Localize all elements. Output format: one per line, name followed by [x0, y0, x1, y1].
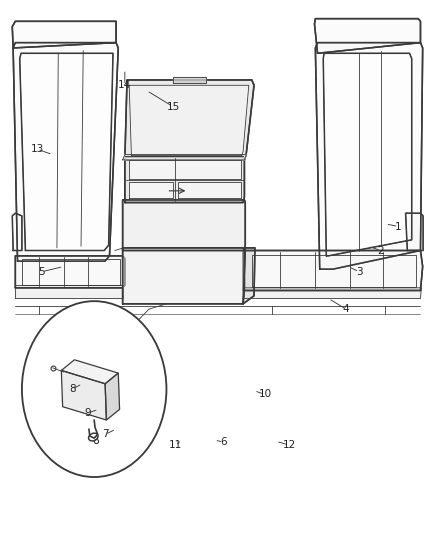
Text: 6: 6 [220, 438, 227, 447]
Polygon shape [20, 53, 113, 251]
Circle shape [22, 301, 166, 477]
Polygon shape [323, 53, 412, 256]
Polygon shape [315, 43, 423, 269]
Polygon shape [173, 77, 206, 83]
Polygon shape [314, 19, 420, 53]
Text: 8: 8 [69, 384, 76, 394]
Polygon shape [15, 256, 125, 288]
Polygon shape [123, 155, 246, 160]
Polygon shape [243, 288, 421, 298]
Polygon shape [243, 251, 423, 290]
Polygon shape [123, 200, 245, 251]
Polygon shape [61, 370, 106, 420]
Polygon shape [61, 360, 118, 384]
Polygon shape [123, 248, 244, 304]
Text: 3: 3 [356, 267, 363, 277]
Text: 7: 7 [102, 430, 109, 439]
Polygon shape [12, 213, 22, 251]
Text: 12: 12 [283, 440, 296, 450]
Polygon shape [125, 157, 244, 203]
Text: 10: 10 [258, 390, 272, 399]
Text: 2: 2 [378, 246, 385, 255]
Text: 1: 1 [395, 222, 402, 231]
Text: 5: 5 [38, 267, 45, 277]
Polygon shape [15, 285, 123, 298]
Polygon shape [129, 160, 241, 179]
Polygon shape [12, 21, 116, 48]
Polygon shape [105, 373, 120, 420]
Text: 11: 11 [169, 440, 182, 450]
Polygon shape [178, 182, 241, 198]
Polygon shape [129, 85, 249, 156]
Text: 13: 13 [31, 144, 44, 154]
Polygon shape [243, 248, 255, 304]
Polygon shape [125, 80, 254, 160]
Polygon shape [129, 182, 173, 198]
Polygon shape [406, 213, 423, 251]
Polygon shape [13, 43, 118, 261]
Text: 4: 4 [343, 304, 350, 314]
Text: 15: 15 [166, 102, 180, 111]
Text: 14: 14 [118, 80, 131, 90]
Text: 9: 9 [84, 408, 91, 418]
